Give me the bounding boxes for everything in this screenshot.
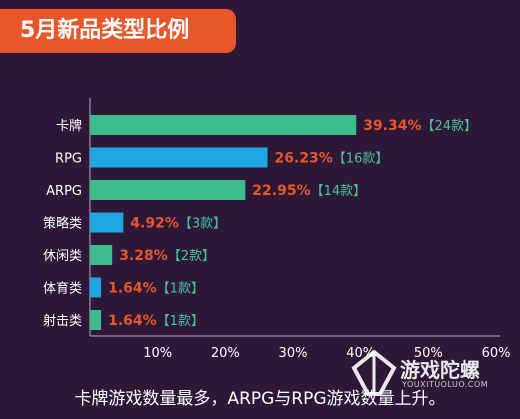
title-banner: 5月新品类型比例 xyxy=(0,9,236,53)
count-value: 【24款】 xyxy=(422,119,478,134)
value-label: 4.92%【3款】 xyxy=(130,216,226,232)
bar xyxy=(90,147,268,168)
bar xyxy=(90,115,357,135)
category-label: 策略类 xyxy=(43,216,82,232)
bar xyxy=(90,212,124,233)
value-label: 22.95%【14款】 xyxy=(252,183,366,199)
bar xyxy=(90,180,246,200)
percent-value: 3.28% xyxy=(119,248,168,264)
count-value: 【14款】 xyxy=(311,184,367,199)
percent-value: 22.95% xyxy=(252,183,310,199)
category-label: RPG xyxy=(55,152,82,167)
x-tick-label: 60% xyxy=(482,346,511,361)
percent-value: 26.23% xyxy=(274,151,332,167)
chart-caption: 卡牌游戏数量最多，ARPG与RPG游戏数量上升。 xyxy=(74,389,446,409)
x-tick-label: 20% xyxy=(211,346,240,361)
percent-value: 1.64% xyxy=(108,281,157,297)
value-label: 3.28%【2款】 xyxy=(119,248,215,264)
percent-value: 39.34% xyxy=(363,118,421,134)
category-label: 体育类 xyxy=(43,281,82,297)
bar xyxy=(90,310,102,330)
value-label: 1.64%【1款】 xyxy=(108,281,204,297)
bar xyxy=(90,277,102,298)
value-label: 1.64%【1款】 xyxy=(108,313,204,329)
x-tick-label: 10% xyxy=(143,346,172,361)
category-label: ARPG xyxy=(46,184,82,199)
count-value: 【1款】 xyxy=(157,314,204,329)
count-value: 【16款】 xyxy=(333,152,389,167)
watermark-url: YOUXITUOLUO.COM xyxy=(402,380,489,389)
count-value: 【3款】 xyxy=(179,217,226,232)
x-tick-label: 30% xyxy=(279,346,308,361)
category-label: 射击类 xyxy=(43,313,82,329)
spinning-top-logo-icon xyxy=(351,350,397,396)
watermark: 游戏陀螺 YOUXITUOLUO.COM xyxy=(350,346,500,406)
chart-title: 5月新品类型比例 xyxy=(20,18,190,43)
percent-value: 4.92% xyxy=(130,216,179,232)
count-value: 【2款】 xyxy=(168,249,215,264)
category-label: 卡牌 xyxy=(56,118,82,134)
value-label: 39.34%【24款】 xyxy=(363,118,477,134)
watermark-name: 游戏陀螺 xyxy=(400,358,480,382)
percent-value: 1.64% xyxy=(108,313,157,329)
x-tick-label: 50% xyxy=(414,346,443,361)
value-label: 26.23%【16款】 xyxy=(274,151,388,167)
category-label: 休闲类 xyxy=(43,249,82,264)
count-value: 【1款】 xyxy=(157,282,204,297)
bar xyxy=(90,245,113,265)
